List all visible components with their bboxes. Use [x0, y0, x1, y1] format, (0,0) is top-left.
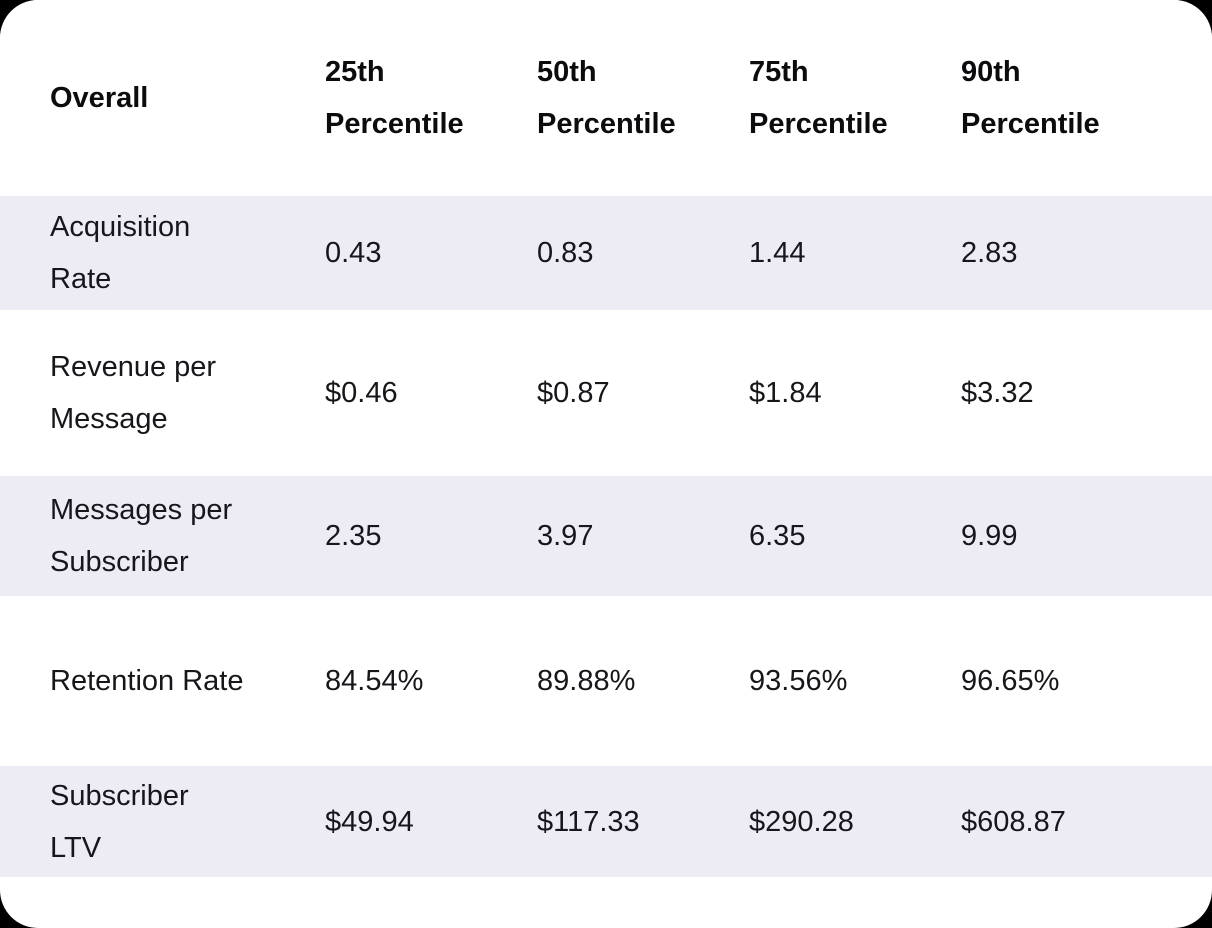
column-header-75th: 75th Percentile [749, 56, 888, 140]
column-header-50th: 50th Percentile [537, 56, 676, 140]
header-row: Overall 25th Percentile 50th Percentile … [0, 0, 1212, 196]
cell-value: $117.33 [537, 805, 640, 838]
column-header-90th: 90th Percentile [961, 56, 1100, 140]
table-row: Retention Rate 84.54% 89.88% 93.56% 96.6… [0, 596, 1212, 766]
cell-value: $608.87 [961, 805, 1066, 838]
column-header-25th: 25th Percentile [325, 56, 464, 140]
cell-value: 96.65% [961, 665, 1060, 697]
cell-value: 84.54% [325, 665, 424, 697]
row-label: Messages per Subscriber [50, 494, 233, 578]
row-label: Acquisition Rate [50, 211, 191, 295]
cell-value: 6.35 [749, 520, 806, 552]
row-label: Revenue per Message [50, 351, 217, 435]
cell-value: 3.97 [537, 520, 594, 552]
table-row: Messages per Subscriber 2.35 3.97 6.35 9… [0, 476, 1212, 596]
cell-value: $49.94 [325, 805, 414, 838]
column-header-overall: Overall [50, 82, 149, 114]
cell-value: 9.99 [961, 520, 1018, 552]
row-label: Subscriber LTV [50, 779, 189, 864]
table-row: Acquisition Rate 0.43 0.83 1.44 2.83 [0, 196, 1212, 310]
cell-value: $0.46 [325, 377, 398, 409]
row-label: Retention Rate [50, 665, 244, 697]
table-row: Subscriber LTV $49.94 $117.33 $290.28 $6… [0, 766, 1212, 877]
percentile-table: Overall 25th Percentile 50th Percentile … [0, 0, 1212, 877]
cell-value: $0.87 [537, 377, 610, 409]
cell-value: 93.56% [749, 665, 848, 697]
cell-value: 2.35 [325, 520, 382, 552]
cell-value: 2.83 [961, 237, 1018, 269]
table-body: Acquisition Rate 0.43 0.83 1.44 2.83 Rev… [0, 196, 1212, 877]
cell-value: 0.43 [325, 237, 382, 269]
table-row: Revenue per Message $0.46 $0.87 $1.84 $3… [0, 310, 1212, 476]
cell-value: 89.88% [537, 665, 636, 697]
cell-value: 0.83 [537, 237, 594, 269]
cell-value: $290.28 [749, 805, 854, 838]
cell-value: $3.32 [961, 377, 1034, 409]
cell-value: 1.44 [749, 237, 806, 269]
cell-value: $1.84 [749, 377, 822, 409]
